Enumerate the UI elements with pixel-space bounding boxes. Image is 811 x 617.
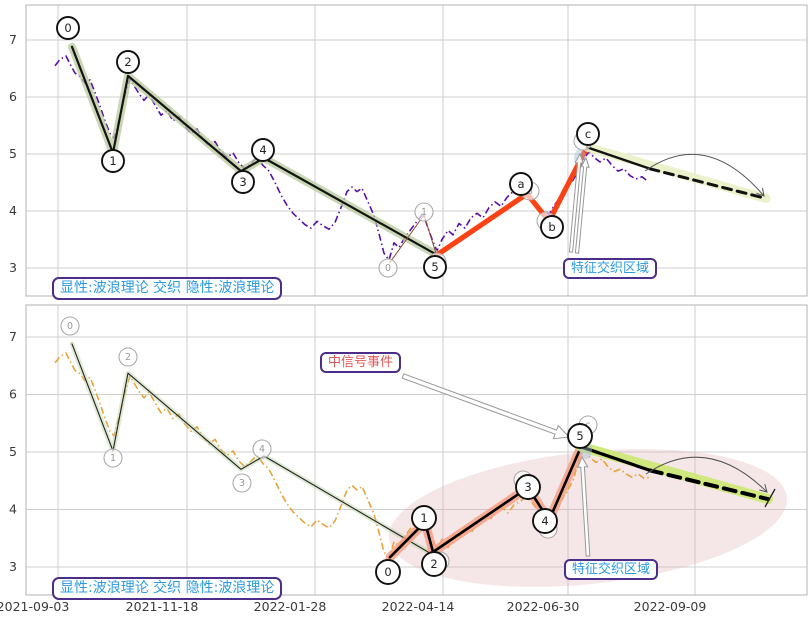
hollow-arrow [568, 152, 584, 253]
wave-marker [576, 122, 600, 146]
faint-wave-marker-label: 0 [385, 263, 391, 274]
x-tick-label: 2022-01-28 [254, 599, 327, 614]
wave-marker-label: b [548, 220, 555, 234]
forecast-dashed [648, 167, 768, 200]
top-feature-region-label: 特征交织区域 [563, 258, 658, 279]
y-tick-label: 6 [9, 387, 17, 402]
wave-marker [101, 149, 125, 173]
panel-border [25, 304, 808, 596]
wave-marker [540, 215, 564, 239]
faint-wave-marker-label: 0 [67, 321, 73, 332]
faint-wave-marker [414, 202, 434, 222]
wave-marker [423, 255, 447, 279]
x-tick-label: 2021-11-18 [126, 599, 199, 614]
x-tick-label: 2022-09-09 [634, 599, 707, 614]
y-tick-label: 4 [9, 203, 17, 218]
forecast-end-tick [764, 488, 776, 508]
bottom-feature-region-label: 特征交织区域 [564, 559, 659, 580]
forecast-glow [582, 142, 771, 203]
wave-marker [411, 505, 437, 531]
projection-arc [645, 456, 768, 493]
wave-marker [231, 170, 255, 194]
y-tick-label: 5 [9, 444, 17, 459]
wave-marker-label: 0 [384, 565, 391, 579]
wave-marker-label: 0 [64, 21, 71, 35]
faint-wave-marker-label: 1 [421, 207, 427, 218]
abc-correction [434, 144, 590, 258]
faint-wave-marker [60, 316, 80, 336]
panel-border [25, 4, 808, 297]
wave-marker [375, 559, 401, 585]
wave-marker-label: 1 [420, 511, 427, 525]
faint-wave-marker [103, 448, 123, 468]
wave-marker-label: 4 [259, 143, 266, 157]
wave-marker-label: 2 [430, 557, 437, 571]
faint-wave-marker [232, 473, 252, 493]
wave-marker-label: 3 [239, 175, 246, 189]
wave-marker-label: 3 [524, 480, 531, 494]
wave-marker-label: 2 [124, 55, 131, 69]
wave-marker-label: 1 [109, 154, 116, 168]
wave-marker-label: c [585, 127, 591, 141]
hollow-arrow [576, 455, 591, 557]
arc-arrowhead [756, 187, 765, 197]
y-tick-label: 3 [9, 559, 17, 574]
faint-wave-marker [378, 258, 398, 278]
top-panel-legend: 显性:波浪理论 交织 隐性:波浪理论 [52, 277, 283, 300]
y-tick-label: 7 [9, 32, 17, 47]
faint-wave-marker-label: 1 [110, 453, 116, 464]
wave-marker [116, 50, 140, 74]
wave-marker [515, 474, 541, 500]
faint-wave-marker [118, 347, 138, 367]
wave-marker [509, 172, 533, 196]
wave-marker [56, 16, 80, 40]
y-tick-label: 7 [9, 329, 17, 344]
y-tick-label: 5 [9, 146, 17, 161]
faint-wave-marker-label: 4 [259, 444, 265, 455]
projection-arc [644, 153, 765, 197]
wave-marker [421, 551, 447, 577]
price-series-purple [54, 55, 649, 261]
faint-wave-marker-label: c [585, 420, 590, 431]
impulse-wave-0-5 [70, 45, 439, 256]
faint-wave-marker-label: 3 [239, 478, 245, 489]
y-tick-label: 3 [9, 260, 17, 275]
bottom-panel-legend: 显性:波浪理论 交织 隐性:波浪理论 [52, 577, 283, 600]
wave-marker-label: 5 [576, 429, 583, 443]
faint-wave-marker [252, 439, 272, 459]
y-tick-label: 6 [9, 89, 17, 104]
x-tick-label: 2022-04-14 [382, 599, 455, 614]
wave-marker-label: 5 [431, 260, 438, 274]
wave-marker [567, 423, 593, 449]
x-tick-label: 2021-09-03 [0, 599, 69, 614]
hidden-impulse-wave [71, 343, 438, 558]
wave-marker [251, 138, 275, 162]
wave-marker [532, 508, 558, 534]
forecast-dashed [648, 468, 770, 502]
forecast-solid [579, 445, 652, 472]
x-tick-label: 2022-06-30 [507, 599, 580, 614]
hollow-arrow [401, 373, 571, 440]
forecast-solid [585, 145, 652, 171]
y-tick-label: 4 [9, 502, 17, 517]
wave-marker-label: a [517, 177, 524, 191]
signal-event-label: 中信号事件 [320, 352, 402, 373]
wave-marker-label: 4 [541, 514, 548, 528]
hollow-arrow [574, 156, 590, 254]
arc-arrowhead [759, 484, 768, 493]
faint-wave-marker-label: 2 [125, 352, 131, 363]
